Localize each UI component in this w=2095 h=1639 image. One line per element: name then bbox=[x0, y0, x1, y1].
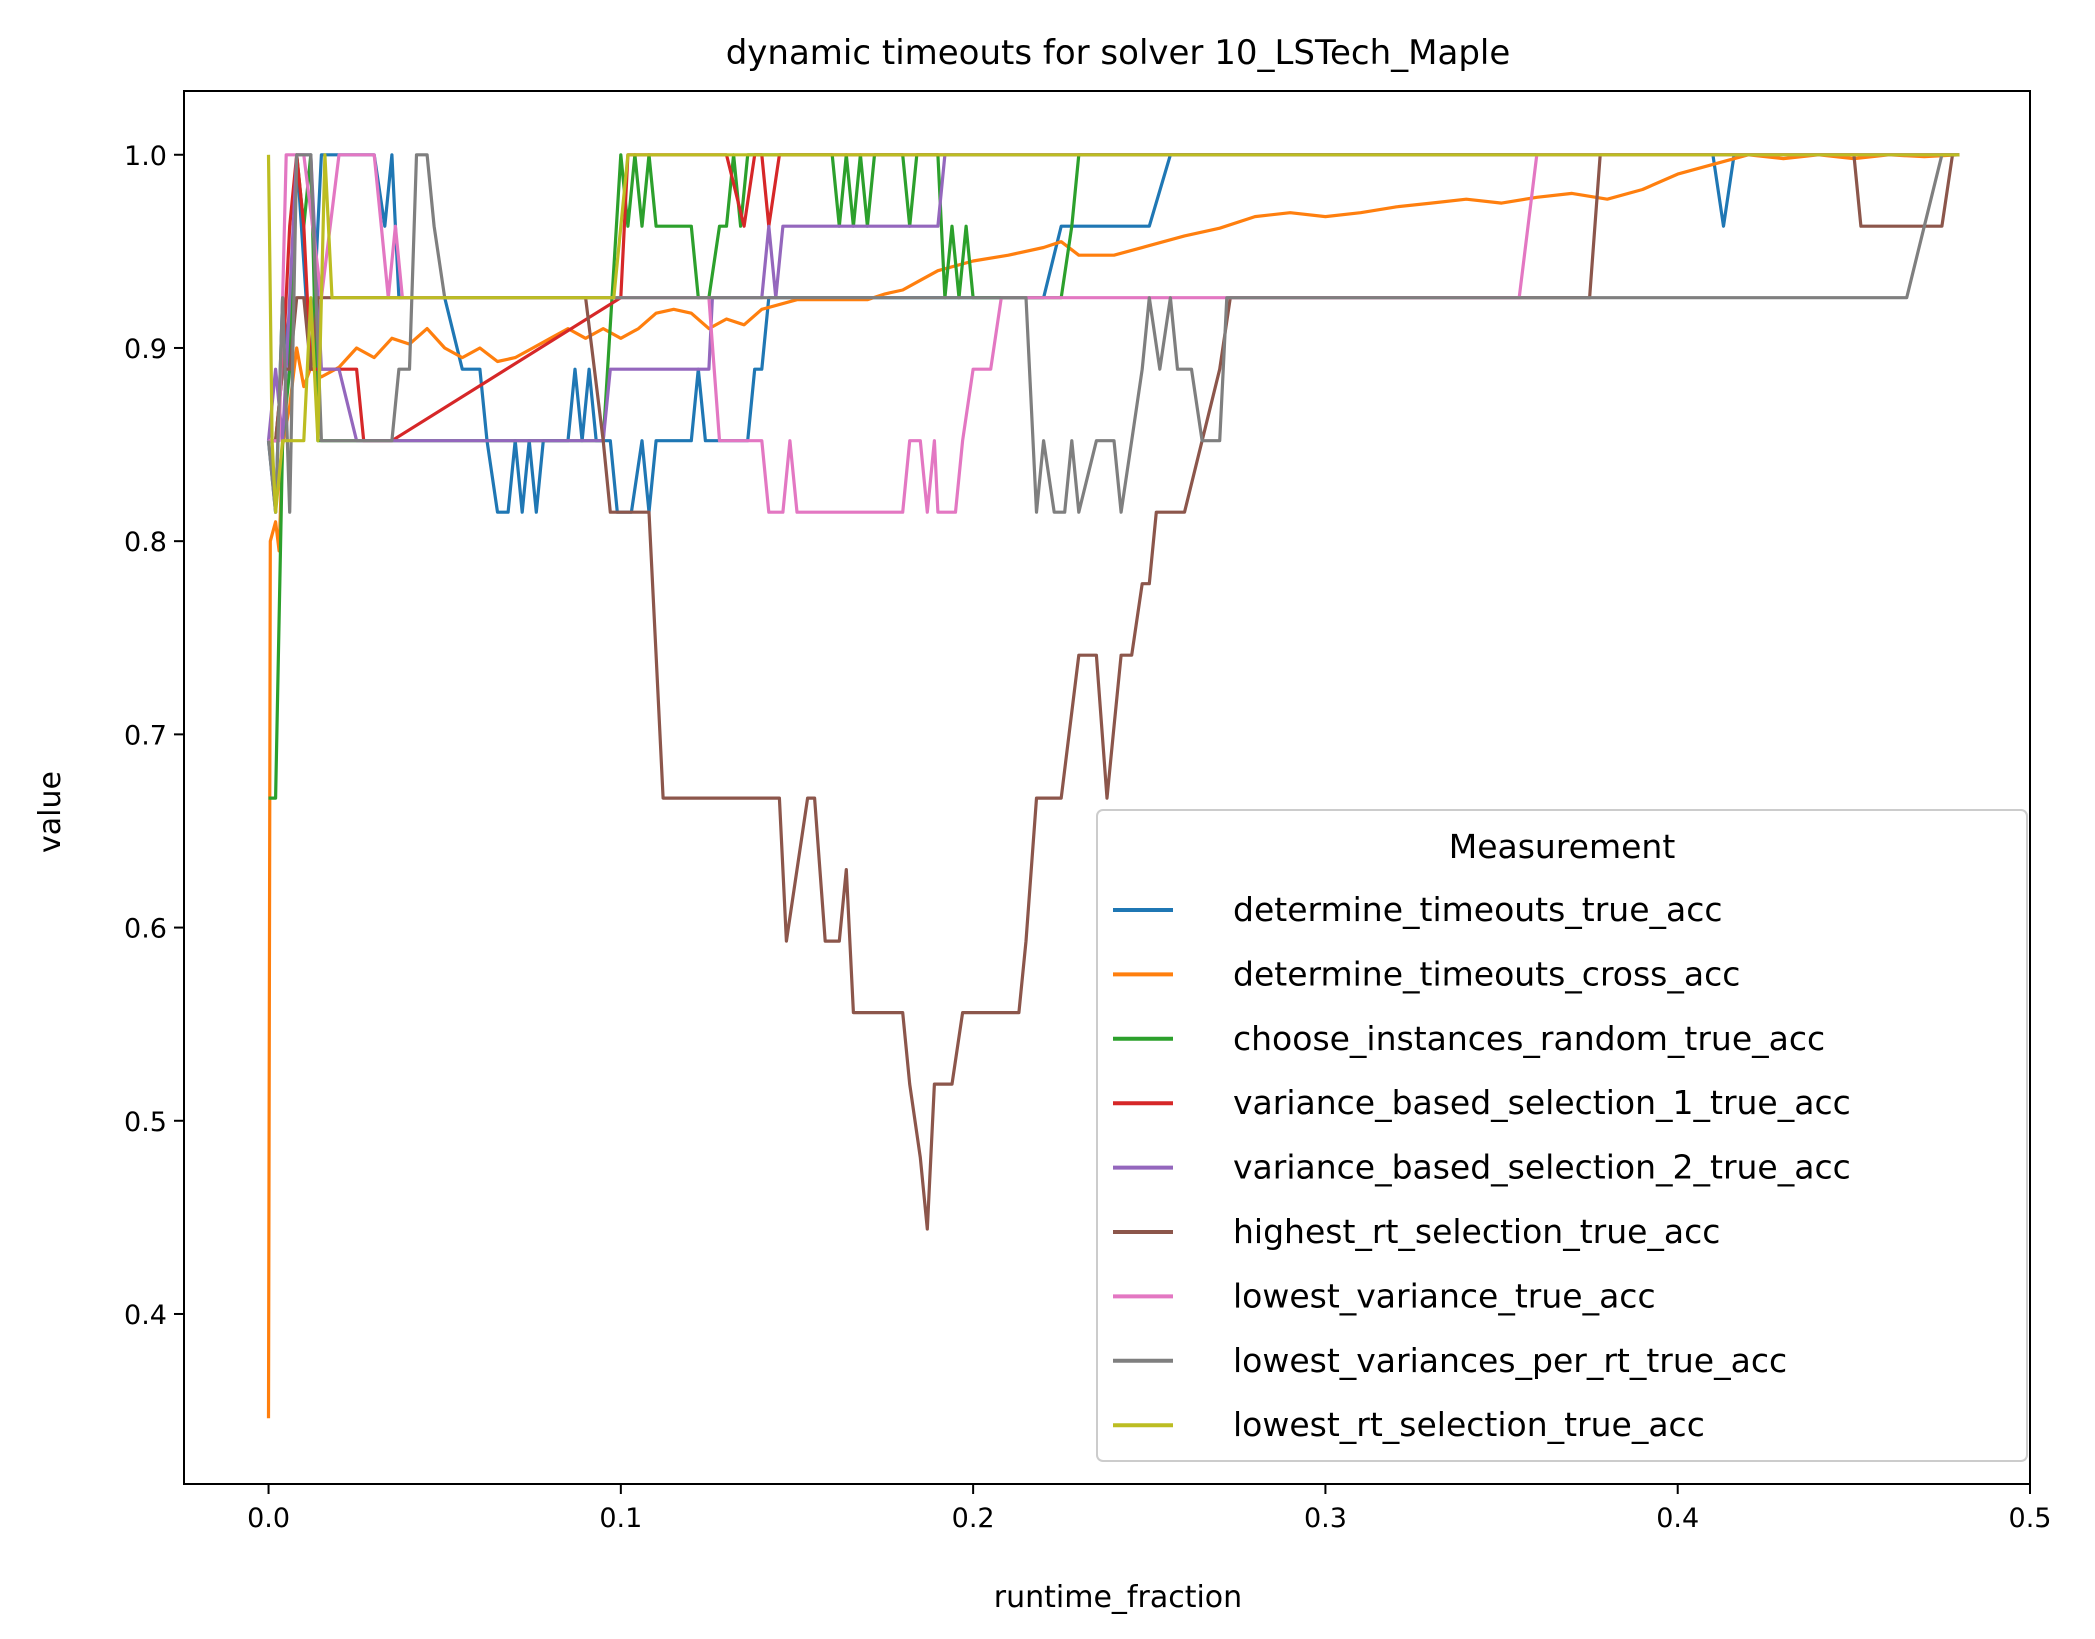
series-line-1 bbox=[266, 153, 1960, 1419]
legend-label-2: choose_instances_random_true_acc bbox=[1233, 1019, 1825, 1058]
x-tick-label: 0.2 bbox=[952, 1503, 995, 1534]
y-tick-label: 0.4 bbox=[124, 1300, 167, 1331]
legend-label-6: lowest_variance_true_acc bbox=[1233, 1276, 1656, 1315]
legend-label-7: lowest_variances_per_rt_true_acc bbox=[1233, 1341, 1787, 1380]
plot-area bbox=[266, 153, 1960, 1419]
legend-title: Measurement bbox=[1449, 827, 1676, 866]
y-tick-label: 0.9 bbox=[124, 334, 167, 365]
y-axis-label: value bbox=[33, 771, 68, 853]
y-tick-label: 0.8 bbox=[124, 527, 167, 558]
axes-frame bbox=[183, 90, 2031, 1485]
axes: 0.0 0.1 0.2 0.3 0.4 0.5 0.4 0.5 0.6 0.7 0.8 0.9 1.0 bbox=[124, 90, 2052, 1534]
x-tick-label: 0.4 bbox=[1656, 1503, 1699, 1534]
legend: Measurement determine_timeouts_true_accd… bbox=[1096, 809, 2028, 1462]
x-tick-label: 0.1 bbox=[599, 1503, 642, 1534]
legend-label-8: lowest_rt_selection_true_acc bbox=[1233, 1405, 1705, 1444]
x-tick-label: 0.3 bbox=[1304, 1503, 1347, 1534]
y-tick-label: 1.0 bbox=[124, 141, 167, 172]
x-axis-label: runtime_fraction bbox=[994, 1580, 1242, 1615]
chart-title: dynamic timeouts for solver 10_LSTech_Ma… bbox=[726, 33, 1511, 73]
y-tick-label: 0.7 bbox=[124, 720, 167, 751]
legend-label-4: variance_based_selection_2_true_acc bbox=[1233, 1148, 1851, 1187]
series-line-6 bbox=[268, 153, 1960, 514]
y-tick-label: 0.5 bbox=[124, 1107, 167, 1138]
legend-label-3: variance_based_selection_1_true_acc bbox=[1233, 1083, 1851, 1122]
x-tick-label: 0.5 bbox=[2009, 1503, 2052, 1534]
series-line-8 bbox=[266, 153, 1960, 514]
series-line-7 bbox=[266, 153, 1960, 514]
series-line-5 bbox=[268, 153, 1955, 1231]
x-tick-label: 0.0 bbox=[247, 1503, 290, 1534]
legend-label-5: highest_rt_selection_true_acc bbox=[1233, 1212, 1720, 1251]
legend-label-1: determine_timeouts_cross_acc bbox=[1233, 954, 1740, 993]
y-tick-label: 0.6 bbox=[124, 914, 167, 945]
legend-box bbox=[1096, 809, 2028, 1462]
legend-label-0: determine_timeouts_true_acc bbox=[1233, 890, 1723, 929]
